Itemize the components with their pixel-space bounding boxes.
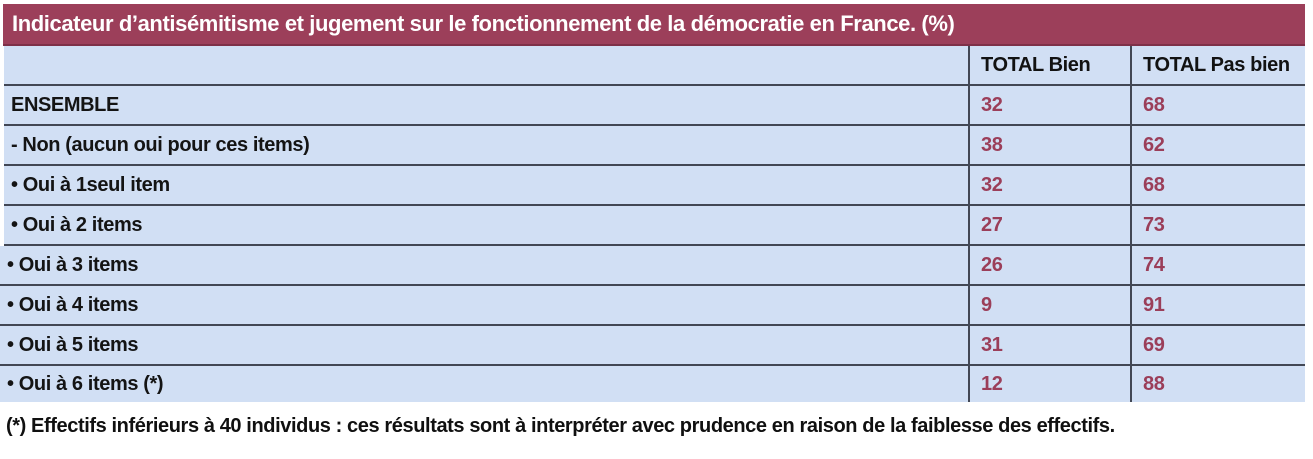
table-row: • Oui à 1seul item 32 68 — [4, 166, 1305, 206]
value-total-pas-bien: 62 — [1143, 133, 1165, 156]
value-total-pas-bien: 88 — [1143, 372, 1165, 395]
table-row: • Oui à 3 items 26 74 — [0, 246, 1305, 286]
value-total-pas-bien: 68 — [1143, 93, 1165, 116]
column-header-total-pas-bien: TOTAL Pas bien — [1143, 53, 1290, 76]
value-total-pas-bien: 73 — [1143, 213, 1165, 236]
value-total-bien: 32 — [981, 173, 1003, 196]
table-header-row: TOTAL Bien TOTAL Pas bien — [4, 46, 1305, 86]
row-label: • Oui à 3 items — [7, 253, 139, 276]
table-row: ENSEMBLE 32 68 — [4, 86, 1305, 126]
header-cell-empty — [4, 46, 968, 84]
value-total-bien: 32 — [981, 93, 1003, 116]
value-total-bien: 31 — [981, 333, 1003, 356]
header-cell-total-pas-bien: TOTAL Pas bien — [1130, 46, 1305, 84]
row-label: - Non (aucun oui pour ces items) — [11, 133, 310, 156]
value-total-bien: 9 — [981, 293, 992, 316]
row-label: • Oui à 2 items — [11, 213, 143, 236]
header-cell-total-bien: TOTAL Bien — [968, 46, 1130, 84]
table-row: - Non (aucun oui pour ces items) 38 62 — [4, 126, 1305, 166]
table-row: • Oui à 6 items (*) 12 88 — [0, 366, 1305, 402]
value-total-pas-bien: 91 — [1143, 293, 1165, 316]
table-lower-section: • Oui à 3 items 26 74 • Oui à 4 items 9 … — [0, 246, 1305, 402]
table-upper-section: TOTAL Bien TOTAL Pas bien ENSEMBLE 32 68… — [4, 46, 1305, 246]
table-row: • Oui à 5 items 31 69 — [0, 326, 1305, 366]
row-label: • Oui à 1seul item — [11, 173, 170, 196]
value-total-bien: 26 — [981, 253, 1003, 276]
value-total-pas-bien: 74 — [1143, 253, 1165, 276]
table-footnote: (*) Effectifs inférieurs à 40 individus … — [6, 415, 1115, 437]
table-title: Indicateur d’antisémitisme et jugement s… — [12, 11, 955, 36]
table-row: • Oui à 4 items 9 91 — [0, 286, 1305, 326]
column-header-total-bien: TOTAL Bien — [981, 53, 1091, 76]
row-label: • Oui à 4 items — [7, 293, 139, 316]
value-total-bien: 27 — [981, 213, 1003, 236]
value-total-bien: 12 — [981, 372, 1003, 395]
row-label: • Oui à 5 items — [7, 333, 139, 356]
value-total-pas-bien: 68 — [1143, 173, 1165, 196]
row-label: ENSEMBLE — [11, 93, 119, 116]
row-label: • Oui à 6 items (*) — [7, 372, 164, 395]
value-total-bien: 38 — [981, 133, 1003, 156]
value-total-pas-bien: 69 — [1143, 333, 1165, 356]
table-row: • Oui à 2 items 27 73 — [4, 206, 1305, 246]
table-title-bar: Indicateur d’antisémitisme et jugement s… — [3, 4, 1305, 46]
